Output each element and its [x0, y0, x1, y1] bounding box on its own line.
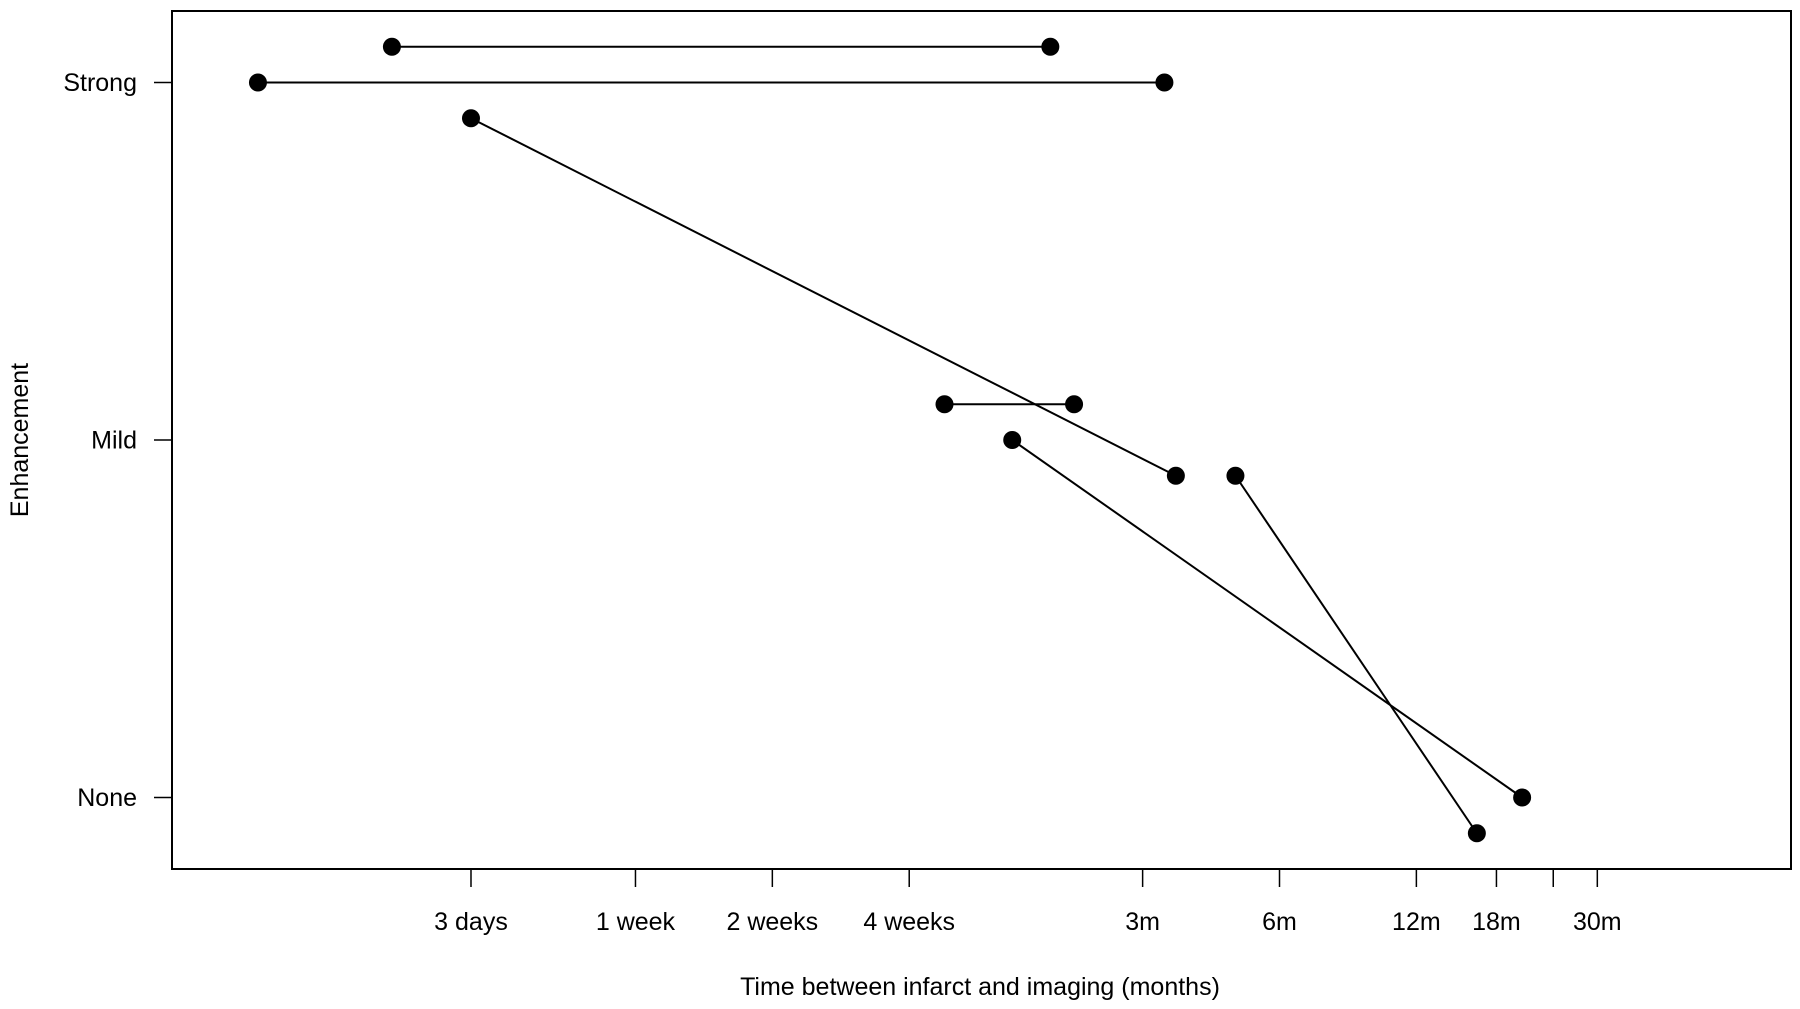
- data-point: [1513, 788, 1532, 807]
- x-tick-label: 1 week: [596, 908, 676, 936]
- x-axis: 3 days 1 week 2 weeks 4 weeks 3m 6m 12m …: [434, 868, 1622, 1001]
- series-4: [935, 395, 1084, 414]
- series-line: [470, 117, 1177, 477]
- plot-frame: [171, 10, 1792, 870]
- series-layer: [248, 37, 1532, 843]
- data-point: [1226, 466, 1245, 485]
- data-point: [1065, 395, 1084, 414]
- x-tick-label: 12m: [1392, 908, 1441, 936]
- x-tick-label: 2 weeks: [726, 908, 818, 936]
- data-point: [461, 109, 480, 128]
- x-tick-label: 3 days: [434, 908, 508, 936]
- data-point: [248, 73, 267, 92]
- data-point: [1041, 37, 1060, 56]
- x-tick-label: 30m: [1573, 908, 1622, 936]
- y-tick-label: None: [77, 784, 137, 812]
- data-point: [935, 395, 954, 414]
- series-1: [382, 37, 1060, 56]
- series-line: [1234, 475, 1478, 834]
- y-tick-label: Strong: [63, 69, 137, 97]
- x-tick-label: 6m: [1262, 908, 1297, 936]
- data-point: [1155, 73, 1174, 92]
- series-3: [461, 109, 1185, 485]
- y-axis-title: Enhancement: [6, 363, 34, 517]
- data-point: [382, 37, 401, 56]
- data-point: [1467, 824, 1486, 843]
- y-axis: None Mild Strong Enhancement: [6, 69, 172, 812]
- series-6: [1226, 466, 1486, 843]
- x-tick-label: 18m: [1472, 908, 1521, 936]
- series-2: [248, 73, 1174, 92]
- data-point: [1166, 466, 1185, 485]
- y-tick-label: Mild: [91, 427, 137, 455]
- x-tick-label: 4 weeks: [863, 908, 955, 936]
- series-5: [1003, 431, 1532, 807]
- series-line: [1011, 439, 1523, 799]
- data-point: [1003, 431, 1022, 449]
- x-tick-label: 3m: [1125, 908, 1160, 936]
- x-axis-title: Time between infarct and imaging (months…: [740, 973, 1220, 1001]
